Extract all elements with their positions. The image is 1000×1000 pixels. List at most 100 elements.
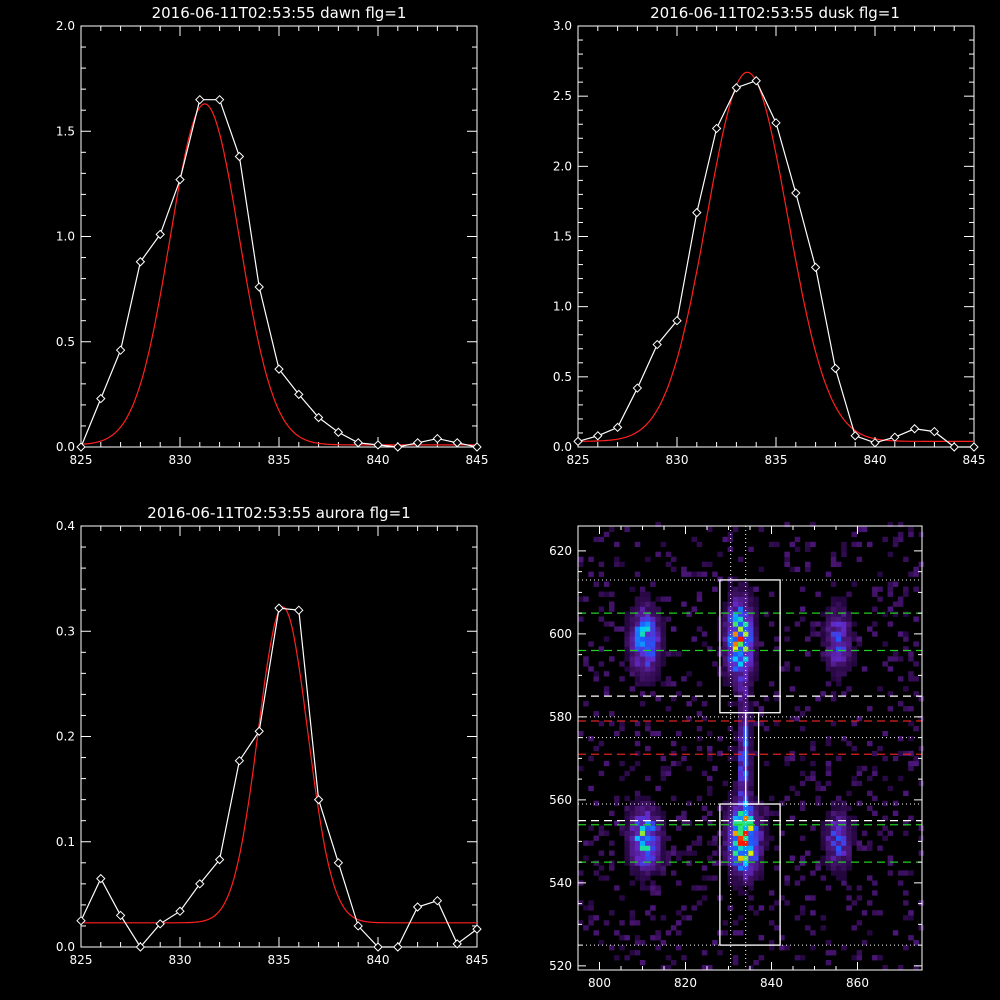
- heatmap-cell: [593, 671, 599, 677]
- heatmap-cell: [634, 541, 641, 548]
- heatmap-cell: [768, 681, 775, 687]
- heatmap-cell: [722, 656, 728, 662]
- heatmap-cell: [676, 850, 682, 856]
- heatmap-cell: [624, 666, 630, 672]
- dusk-fit-curve: [578, 71, 974, 442]
- heatmap-cell: [836, 621, 842, 627]
- heatmap-cell: [748, 631, 754, 637]
- heatmap-cell: [578, 900, 584, 906]
- heatmap-cell: [799, 905, 806, 911]
- heatmap-cell: [748, 785, 754, 792]
- heatmap-cell: [779, 895, 785, 901]
- aurora-xtick-label: 835: [268, 953, 291, 967]
- heatmap-cell: [748, 965, 754, 971]
- heatmap-cell: [650, 606, 656, 612]
- heatmap-cell: [748, 586, 754, 592]
- heatmap-cell: [707, 775, 713, 782]
- heatmap-cell: [748, 880, 754, 886]
- heatmap-cell: [825, 736, 832, 742]
- heatmap-cell: [634, 606, 641, 612]
- heatmap-cell: [846, 636, 852, 642]
- dusk-data-point: [850, 431, 860, 441]
- heatmap-cell: [655, 646, 661, 652]
- heatmap-cell: [578, 920, 584, 926]
- heatmap-cell: [645, 845, 651, 851]
- heatmap-cell: [794, 666, 801, 672]
- heatmap-cell: [722, 820, 728, 826]
- heatmap-cell: [820, 925, 826, 931]
- heatmap-cell: [727, 626, 734, 632]
- heatmap-cell: [748, 760, 754, 767]
- heatmap-cell: [846, 820, 852, 826]
- heatmap-cell: [629, 915, 636, 921]
- heatmap-cell: [774, 696, 780, 702]
- heatmap-cell: [836, 626, 842, 632]
- dusk-data-point: [751, 76, 761, 86]
- heatmap-cell: [825, 740, 832, 747]
- heatmap-cell: [918, 850, 925, 856]
- heatmap-cell: [758, 526, 765, 533]
- heatmap-cell: [846, 686, 852, 692]
- heatmap-cell: [836, 671, 842, 677]
- heatmap-cell: [738, 815, 744, 821]
- heatmap-cell: [727, 546, 734, 552]
- heatmap-cell: [743, 810, 749, 816]
- heatmap-cell: [732, 656, 739, 662]
- heatmap-cell: [701, 631, 708, 637]
- heatmap-cell: [738, 736, 744, 742]
- heatmap-cell: [655, 521, 661, 528]
- heatmap-cell: [639, 646, 646, 652]
- heatmap-cell: [593, 581, 599, 587]
- heatmap-cell: [867, 790, 873, 796]
- heatmap-cell: [727, 581, 734, 587]
- dawn-xtick-label: 830: [169, 453, 192, 467]
- heatmap-cell: [655, 840, 661, 846]
- heatmap-cell: [629, 855, 636, 861]
- heatmap-cell: [624, 955, 630, 961]
- heatmap-cell: [841, 626, 847, 632]
- heatmap-cell: [913, 586, 919, 592]
- heatmap-cell: [794, 546, 801, 552]
- heatmap-cell: [748, 835, 754, 841]
- aurora-data-point: [432, 895, 443, 906]
- heatmap-cell: [856, 885, 863, 891]
- heatmap-cell: [727, 606, 734, 612]
- heatmap-cell: [624, 835, 630, 841]
- heatmap-cell: [903, 646, 909, 652]
- heatmap-cell: [629, 860, 636, 866]
- heatmap-cell: [588, 905, 594, 911]
- heatmap-cell: [691, 606, 697, 612]
- heatmap-cell: [691, 536, 697, 543]
- heatmap-cell: [872, 880, 878, 886]
- heatmap-cell: [598, 875, 605, 881]
- heatmap-cell: [867, 875, 873, 881]
- heatmap-cell: [712, 840, 718, 846]
- heatmap-cell: [753, 676, 759, 682]
- heatmap-cell: [681, 915, 687, 921]
- heatmap-cell: [722, 611, 728, 617]
- image-ytick-label: 540: [549, 876, 572, 890]
- heatmap-cell: [634, 671, 641, 677]
- heatmap-cell: [805, 850, 811, 856]
- heatmap-cell: [851, 830, 857, 836]
- heatmap-cell: [660, 656, 667, 662]
- heatmap-cell: [836, 636, 842, 642]
- heatmap-cell: [851, 621, 857, 627]
- heatmap-cell: [830, 810, 837, 816]
- dusk-data-point: [890, 432, 900, 442]
- heatmap-cell: [732, 865, 739, 871]
- heatmap-cell: [639, 651, 646, 657]
- heatmap-cell: [634, 870, 641, 876]
- heatmap-cell: [815, 865, 821, 871]
- aurora-data-point: [333, 858, 344, 868]
- heatmap-cell: [841, 691, 847, 697]
- heatmap-cell: [748, 596, 754, 602]
- heatmap-cell: [639, 815, 646, 821]
- dawn-data-point: [214, 94, 225, 105]
- heatmap-cell: [897, 531, 904, 538]
- heatmap-cell: [846, 631, 852, 637]
- heatmap-cell: [650, 835, 656, 841]
- heatmap-cell: [810, 910, 816, 916]
- heatmap-cell: [655, 676, 661, 682]
- heatmap-cell: [624, 845, 630, 851]
